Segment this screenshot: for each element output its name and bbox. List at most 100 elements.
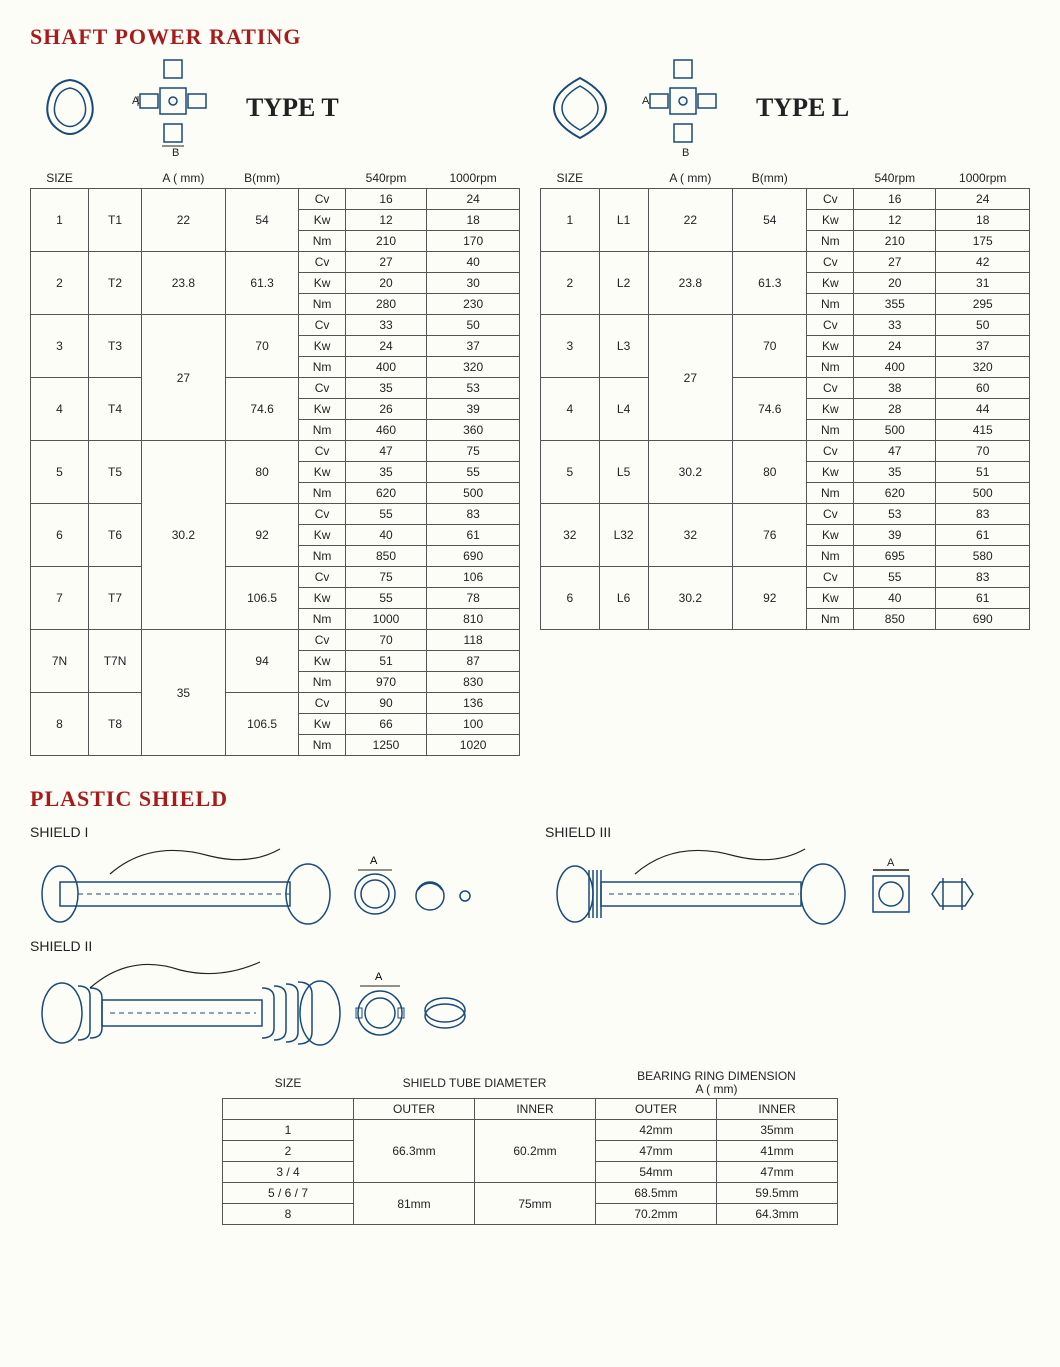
cell-1000: 53 (427, 378, 520, 399)
cell-unit: Cv (807, 504, 854, 525)
cell-b: 106.5 (225, 693, 299, 756)
cell-unit: Nm (299, 483, 345, 504)
cell-size: 3 / 4 (223, 1162, 354, 1183)
cell-bearing-inner: 41mm (717, 1141, 838, 1162)
cell-b: 54 (733, 189, 807, 252)
cell-1000: 83 (936, 567, 1030, 588)
cell-unit: Cv (299, 693, 345, 714)
cell-1000: 24 (936, 189, 1030, 210)
cell-540: 35 (345, 378, 427, 399)
cell-1000: 83 (427, 504, 520, 525)
cell-tube-inner: 75mm (475, 1183, 596, 1225)
svg-text:B: B (682, 147, 689, 158)
cell-a: 30.2 (648, 441, 732, 504)
cell-size: 5 (541, 441, 600, 504)
cell-540: 695 (854, 546, 936, 567)
cell-1000: 810 (427, 609, 520, 630)
cell-code: L6 (599, 567, 648, 630)
cell-a: 22 (142, 189, 226, 252)
cell-540: 460 (345, 420, 427, 441)
cell-540: 20 (345, 273, 427, 294)
svg-text:A: A (642, 95, 650, 107)
cell-unit: Kw (299, 273, 345, 294)
cell-unit: Kw (807, 525, 854, 546)
cell-unit: Nm (299, 735, 345, 756)
cell-540: 40 (345, 525, 427, 546)
cell-unit: Kw (807, 588, 854, 609)
cell-unit: Cv (807, 378, 854, 399)
cell-1000: 60 (936, 378, 1030, 399)
shield-table: SIZE SHIELD TUBE DIAMETER BEARING RING D… (222, 1068, 838, 1225)
cell-b: 94 (225, 630, 299, 693)
cell-unit: Kw (299, 462, 345, 483)
cell-size: 3 (541, 315, 600, 378)
cell-540: 26 (345, 399, 427, 420)
cell-1000: 78 (427, 588, 520, 609)
cell-size: 8 (31, 693, 89, 756)
cell-540: 210 (345, 231, 427, 252)
type-l-header: A B TYPE L (540, 58, 1030, 158)
cell-code: T6 (89, 504, 142, 567)
cell-540: 620 (345, 483, 427, 504)
cell-unit: Nm (299, 672, 345, 693)
cell-size: 3 (31, 315, 89, 378)
cell-1000: 83 (936, 504, 1030, 525)
type-t-column: A B TYPE T SIZE A ( mm) B(mm) (30, 58, 520, 756)
cell-code: T7 (89, 567, 142, 630)
cell-540: 400 (854, 357, 936, 378)
type-l-column: A B TYPE L SIZE A ( mm) B(mm) 540rp (540, 58, 1030, 756)
th-1000: 1000rpm (427, 168, 520, 189)
svg-text:B: B (172, 147, 179, 158)
cell-b: 61.3 (733, 252, 807, 315)
cell-540: 66 (345, 714, 427, 735)
cell-code: T3 (89, 315, 142, 378)
cell-1000: 295 (936, 294, 1030, 315)
cell-1000: 360 (427, 420, 520, 441)
cell-1000: 37 (427, 336, 520, 357)
shield-2-icon: A (30, 958, 490, 1058)
cell-a: 23.8 (142, 252, 226, 315)
cell-unit: Nm (807, 546, 854, 567)
cell-size: 4 (31, 378, 89, 441)
cell-1000: 690 (936, 609, 1030, 630)
cell-size: 6 (541, 567, 600, 630)
cell-1000: 320 (936, 357, 1030, 378)
cell-unit: Cv (299, 189, 345, 210)
th-a: A ( mm) (142, 168, 226, 189)
cell-540: 53 (854, 504, 936, 525)
cell-b: 74.6 (225, 378, 299, 441)
shield-1-icon: A (30, 844, 490, 934)
cell-unit: Nm (299, 609, 345, 630)
cell-unit: Cv (299, 378, 345, 399)
cell-code: T1 (89, 189, 142, 252)
cell-bearing-inner: 47mm (717, 1162, 838, 1183)
cell-540: 33 (345, 315, 427, 336)
cell-code: T2 (89, 252, 142, 315)
cell-1000: 18 (427, 210, 520, 231)
cell-1000: 61 (936, 525, 1030, 546)
cell-1000: 37 (936, 336, 1030, 357)
cell-code: L1 (599, 189, 648, 252)
cell-size: 5 / 6 / 7 (223, 1183, 354, 1204)
th-a: A ( mm) (648, 168, 732, 189)
cell-unit: Kw (299, 525, 345, 546)
cell-b: 61.3 (225, 252, 299, 315)
cell-1000: 24 (427, 189, 520, 210)
cell-540: 20 (854, 273, 936, 294)
cell-540: 355 (854, 294, 936, 315)
cell-unit: Kw (299, 588, 345, 609)
cell-1000: 50 (427, 315, 520, 336)
cell-a: 35 (142, 630, 226, 756)
cell-1000: 830 (427, 672, 520, 693)
cell-unit: Kw (299, 714, 345, 735)
cell-unit: Kw (807, 273, 854, 294)
cell-unit: Cv (807, 189, 854, 210)
cell-unit: Cv (807, 567, 854, 588)
cell-1000: 55 (427, 462, 520, 483)
cell-unit: Kw (807, 210, 854, 231)
cell-1000: 136 (427, 693, 520, 714)
cell-540: 280 (345, 294, 427, 315)
cell-1000: 580 (936, 546, 1030, 567)
cell-540: 1250 (345, 735, 427, 756)
shield-2-label: SHIELD II (30, 938, 515, 954)
